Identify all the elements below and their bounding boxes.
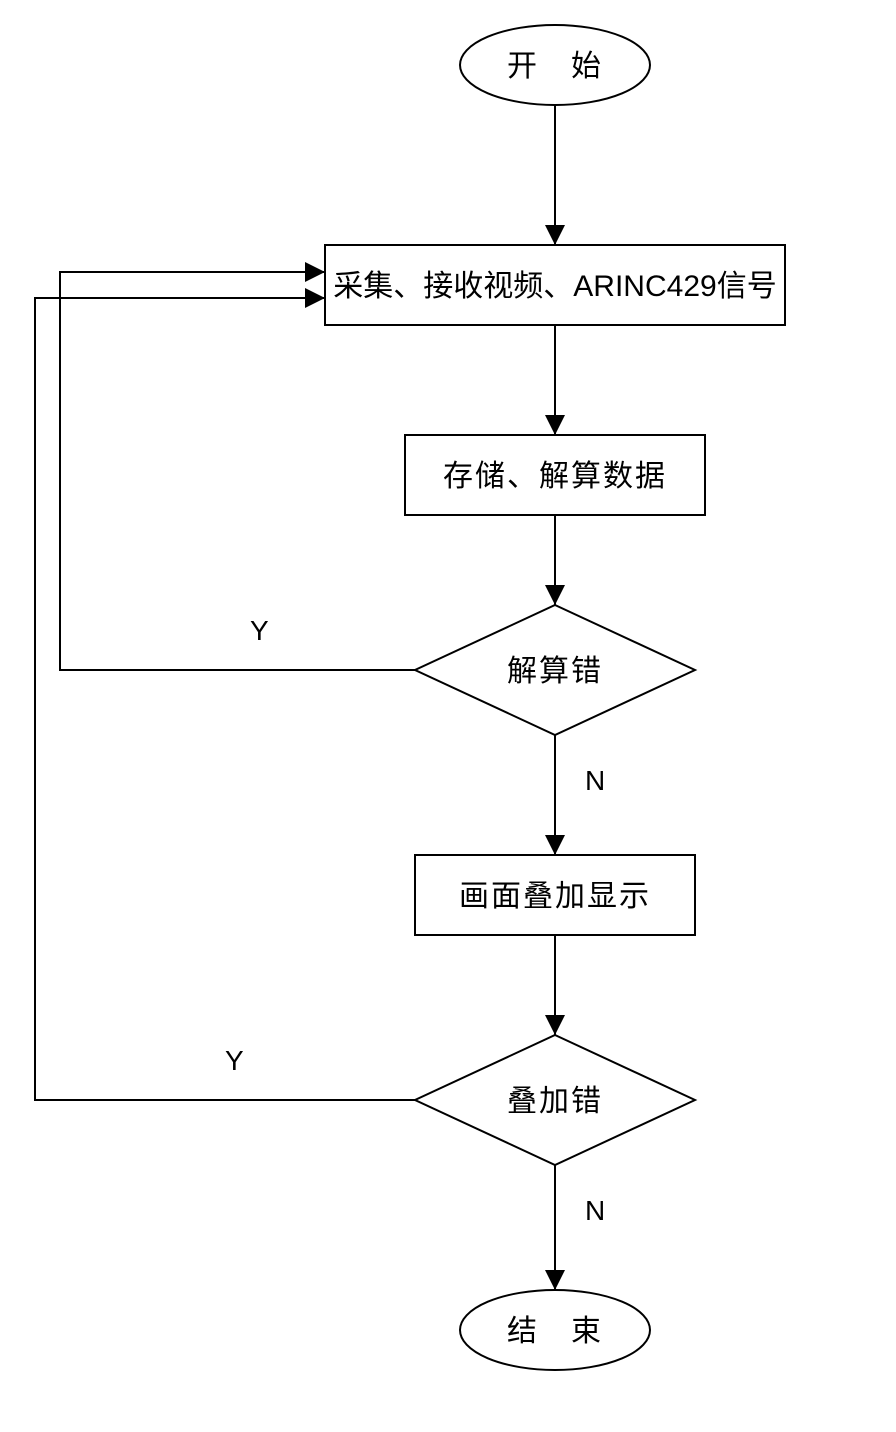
edge-label-y1: Y <box>250 615 269 646</box>
svg-text:结 束: 结 束 <box>507 1315 603 1348</box>
node-dec-calc: 解算错 <box>415 605 695 735</box>
node-start: 开 始 <box>460 25 650 105</box>
svg-text:解算错: 解算错 <box>507 655 603 688</box>
node-store: 存储、解算数据 <box>405 435 705 515</box>
svg-text:画面叠加显示: 画面叠加显示 <box>459 880 651 913</box>
edge-label-y2: Y <box>225 1045 244 1076</box>
node-dec-over: 叠加错 <box>415 1035 695 1165</box>
edge-label-n2: N <box>585 1195 605 1226</box>
node-collect: 采集、接收视频、ARINC429信号 <box>325 245 785 325</box>
edge-label-n1: N <box>585 765 605 796</box>
svg-text:开 始: 开 始 <box>507 50 603 83</box>
node-end: 结 束 <box>460 1290 650 1370</box>
edge-decover-loop <box>35 298 415 1100</box>
svg-text:采集、接收视频、ARINC429信号: 采集、接收视频、ARINC429信号 <box>333 270 776 303</box>
svg-text:叠加错: 叠加错 <box>507 1085 603 1118</box>
svg-text:存储、解算数据: 存储、解算数据 <box>443 460 667 493</box>
edge-deccalc-loop <box>60 272 415 670</box>
flowchart-canvas: N N Y Y 开 始 采集、接收视频、ARINC429信号 存储、解算数据 解… <box>0 0 896 1432</box>
node-overlay: 画面叠加显示 <box>415 855 695 935</box>
